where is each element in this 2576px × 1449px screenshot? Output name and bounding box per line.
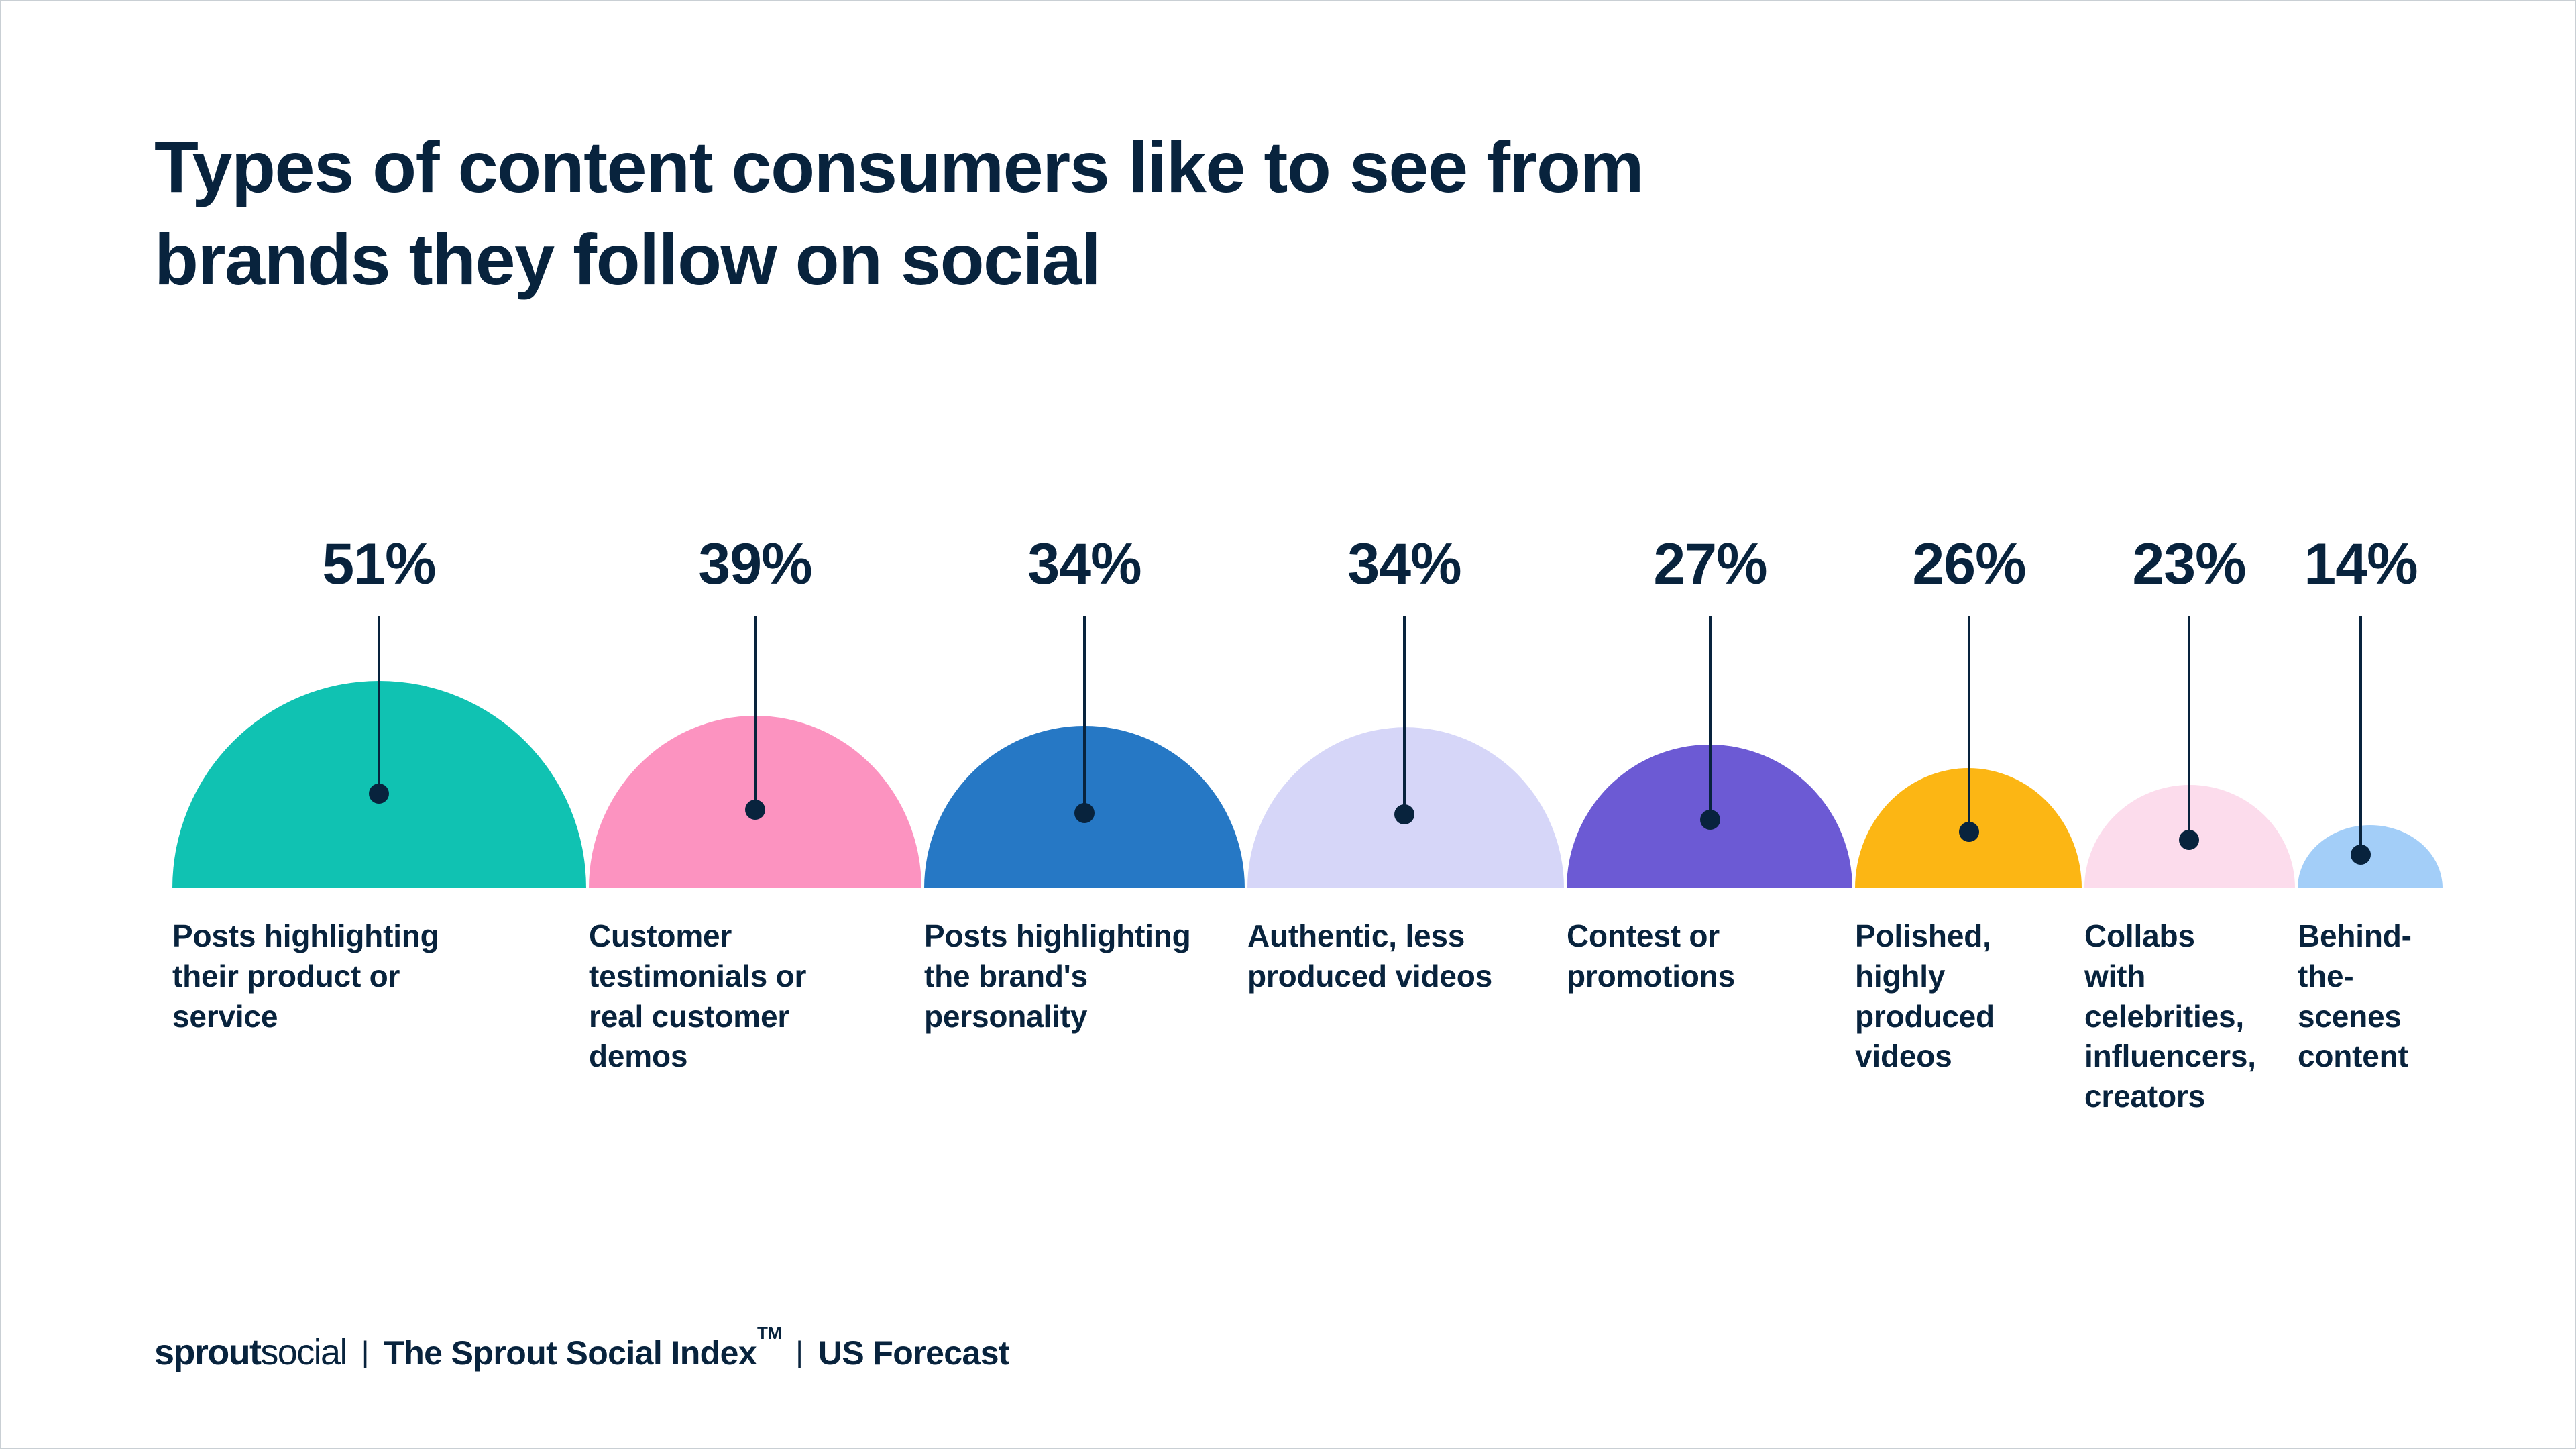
category-label-line: with: [2084, 958, 2146, 994]
category-label-line: Polished,: [1855, 918, 1991, 953]
category-label-line: the-: [2298, 958, 2354, 994]
connector-dot: [1959, 822, 1979, 842]
connector-dot: [2179, 830, 2199, 850]
connector-dot: [2351, 845, 2371, 865]
category-label: Posts highlighting their product or servic…: [172, 916, 586, 1036]
connector-dot: [1700, 810, 1720, 830]
category-label-line: their product or: [172, 958, 400, 994]
category-label-line: Contest or: [1567, 918, 1720, 953]
category-label-line: influencers,: [2084, 1038, 2256, 1074]
value-label: 34%: [1027, 532, 1141, 596]
footer-separator-2: |: [795, 1336, 803, 1368]
category-label-line: creators: [2084, 1079, 2205, 1114]
category-label: Customer testimonials or real customer demo…: [589, 916, 921, 1077]
category-label-line: videos: [1855, 1038, 1952, 1074]
connector-dot: [369, 784, 389, 804]
connector-dot: [745, 800, 765, 820]
category-label-line: Authentic, less: [1247, 918, 1465, 953]
category-label-line: content: [2298, 1038, 2408, 1074]
page-title-line-2: brands they follow on social: [154, 219, 1101, 301]
connector-dot: [1394, 804, 1414, 824]
footer-branding: sprout social | The Sprout Social IndexTM…: [154, 1323, 1010, 1373]
category-label-line: personality: [924, 998, 1088, 1034]
value-label: 34%: [1347, 532, 1461, 596]
category-label: Behind-the-scenes content: [2298, 916, 2443, 1077]
category-label-line: scenes: [2298, 998, 2402, 1034]
value-label: 26%: [1912, 532, 2026, 596]
category-label: Polished, highly produced videos: [1855, 916, 2082, 1077]
category-label-line: real customer: [589, 998, 790, 1034]
footer-forecast-label: US Forecast: [818, 1334, 1010, 1372]
category-label: Contest or promotions: [1567, 916, 1852, 997]
category-label-line: Posts highlighting: [924, 918, 1191, 953]
category-label-line: demos: [589, 1038, 688, 1074]
connector-dot: [1074, 803, 1095, 823]
category-label-line: Collabs: [2084, 918, 2195, 953]
category-label-line: highly: [1855, 958, 1946, 994]
category-label: Authentic, less produced videos: [1247, 916, 1564, 997]
category-label: Posts highlighting the brand's personality: [924, 916, 1245, 1036]
value-label: 39%: [698, 532, 812, 596]
page-title-line-1: Types of content consumers like to see f…: [154, 126, 1644, 207]
category-label: Collabs with celebrities, influencers, creat…: [2084, 916, 2295, 1117]
value-label: 51%: [322, 532, 436, 596]
category-label-line: Customer: [589, 918, 732, 953]
value-label: 14%: [2304, 532, 2418, 596]
category-label-line: the brand's: [924, 958, 1088, 994]
category-label-line: service: [172, 998, 278, 1034]
category-label-line: produced: [1855, 998, 1995, 1034]
category-label-line: Behind-: [2298, 918, 2412, 953]
trademark-symbol: TM: [757, 1323, 782, 1344]
sprout-logo-bold: sprout: [154, 1332, 262, 1373]
value-label: 23%: [2132, 532, 2246, 596]
category-label-line: Posts highlighting: [172, 918, 439, 953]
footer-index-text: The Sprout Social Index: [384, 1334, 757, 1372]
footer-separator-1: |: [361, 1336, 370, 1368]
sprout-logo-light: social: [260, 1332, 347, 1373]
footer-index-label: The Sprout Social IndexTM: [384, 1323, 782, 1373]
category-label-line: celebrities,: [2084, 998, 2244, 1034]
category-label-line: promotions: [1567, 958, 1735, 994]
value-label: 27%: [1653, 532, 1767, 596]
page-title: Types of content consumers like to see f…: [154, 121, 2233, 306]
category-label-line: testimonials or: [589, 958, 807, 994]
category-label-line: produced videos: [1247, 958, 1493, 994]
